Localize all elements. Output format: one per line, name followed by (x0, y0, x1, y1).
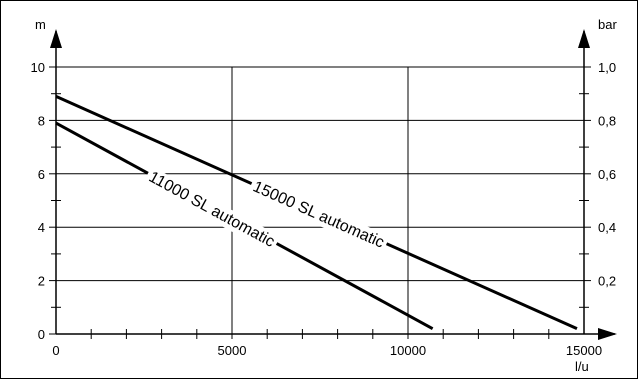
y-left-tick-label: 4 (38, 220, 45, 235)
y-left-tick-label: 0 (38, 327, 45, 342)
series-label-background (142, 166, 281, 254)
y-left-tick-label: 2 (38, 274, 45, 289)
y-left-tick-label: 6 (38, 167, 45, 182)
x-axis-unit: l/u (575, 359, 589, 374)
x-tick-label: 15000 (566, 343, 602, 358)
grid-layer (56, 66, 585, 334)
y-left-tick-label: 10 (31, 60, 45, 75)
x-tick-label: 5000 (218, 343, 247, 358)
y-right-tick-label: 0,8 (598, 113, 616, 128)
y-right-tick-label: 0,4 (598, 220, 616, 235)
y-right-tick-label: 0,2 (598, 274, 616, 289)
y-axis-left-arrow (50, 29, 62, 48)
y-left-tick-label: 8 (38, 113, 45, 128)
y-right-tick-label: 0,6 (598, 167, 616, 182)
x-tick-label: 10000 (390, 343, 426, 358)
y-axis-unit-right: bar (598, 17, 617, 32)
tick-layer: 0 2 4 6 8 10 0,2 0,4 0,6 0,8 1,0 0 5000 10000 15000 (31, 60, 617, 358)
y-axis-unit-left: m (35, 17, 46, 32)
x-tick-label: 0 (52, 343, 59, 358)
y-right-tick-label: 1,0 (598, 60, 616, 75)
axis-layer (50, 29, 617, 340)
x-axis-arrow (598, 328, 617, 340)
y-axis-right-arrow (578, 29, 590, 48)
series-label-background (247, 176, 390, 254)
